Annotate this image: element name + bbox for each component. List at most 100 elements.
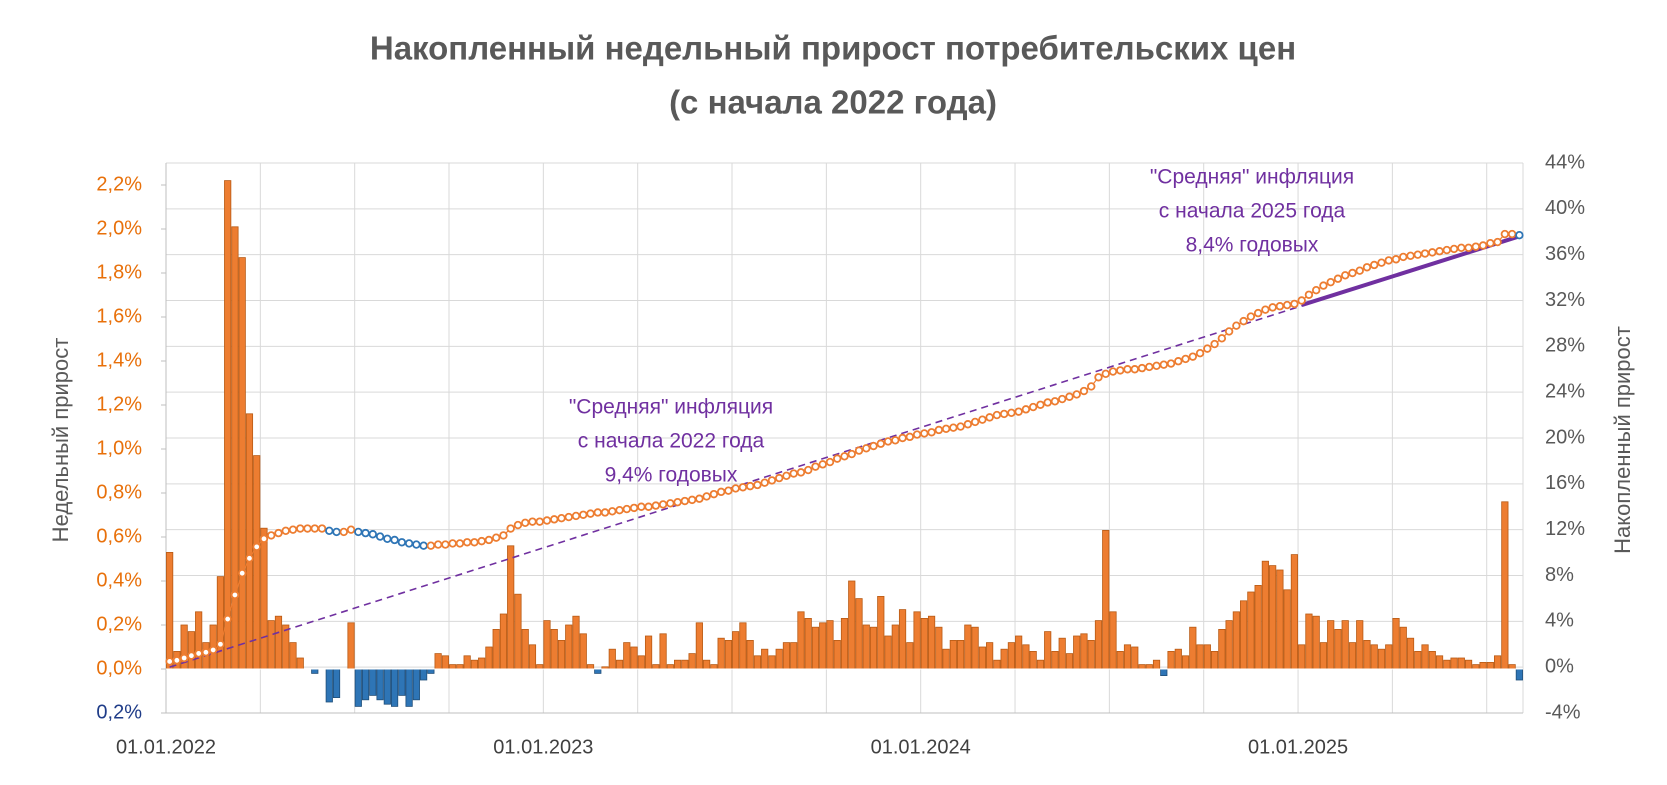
- bar: [820, 623, 826, 669]
- bar: [275, 616, 281, 669]
- bar: [972, 627, 978, 669]
- cumulative-point: [936, 427, 943, 434]
- cumulative-point: [740, 484, 747, 491]
- bar: [761, 649, 767, 669]
- bar: [464, 656, 470, 669]
- cumulative-point: [1182, 356, 1189, 363]
- bar: [312, 669, 318, 673]
- cumulative-point: [420, 542, 427, 549]
- cumulative-point: [1327, 279, 1334, 286]
- bar: [1306, 614, 1312, 669]
- bar: [537, 665, 543, 669]
- cumulative-point: [558, 515, 565, 522]
- cumulative-point: [464, 539, 471, 546]
- bar: [1146, 665, 1152, 669]
- cumulative-point: [319, 525, 326, 532]
- cumulative-point: [696, 495, 703, 502]
- cumulative-point: [326, 528, 333, 535]
- cumulative-point: [1516, 232, 1523, 239]
- bar: [914, 612, 920, 669]
- cumulative-point: [827, 459, 834, 466]
- bar: [863, 625, 869, 669]
- cumulative-point: [1465, 244, 1472, 251]
- bar: [834, 640, 840, 669]
- y-tick-label: 0,0%: [96, 657, 142, 679]
- y2-tick-label: 0%: [1545, 655, 1574, 677]
- bar: [791, 643, 797, 669]
- cumulative-point: [370, 531, 377, 538]
- cumulative-point: [1298, 297, 1305, 304]
- cumulative-point: [1313, 287, 1320, 294]
- bar: [449, 665, 455, 669]
- bar: [587, 665, 593, 669]
- annotation: с начала 2022 года: [578, 430, 765, 453]
- bar: [224, 181, 230, 669]
- cumulative-point: [449, 540, 456, 547]
- bar: [384, 669, 390, 704]
- bar: [1255, 585, 1261, 669]
- cumulative-point: [203, 649, 210, 656]
- y-tick-label: 0,2%: [96, 701, 142, 723]
- bar: [783, 643, 789, 669]
- cumulative-point: [253, 544, 260, 551]
- bar: [624, 643, 630, 669]
- annotation: "Средняя" инфляция: [1150, 166, 1354, 189]
- cumulative-point: [457, 540, 464, 547]
- cumulative-point: [348, 526, 355, 533]
- bar: [478, 658, 484, 669]
- cumulative-point: [1248, 313, 1255, 320]
- cumulative-point: [1044, 399, 1051, 406]
- bar: [1407, 638, 1413, 669]
- bar: [1175, 649, 1181, 669]
- cumulative-point: [1444, 247, 1451, 254]
- cumulative-point: [1146, 364, 1153, 371]
- cumulative-point: [1175, 358, 1182, 365]
- bar: [428, 669, 434, 673]
- cumulative-point: [515, 522, 522, 529]
- cumulative-point: [1284, 302, 1291, 309]
- cumulative-point: [1473, 243, 1480, 250]
- bar: [1161, 669, 1167, 676]
- bar: [1117, 651, 1123, 669]
- cumulative-point: [1015, 408, 1022, 415]
- cumulative-point: [166, 658, 173, 665]
- bar: [979, 647, 985, 669]
- cumulative-point: [1306, 291, 1313, 298]
- bar: [1480, 662, 1486, 669]
- cumulative-point: [1219, 335, 1226, 342]
- bar: [1444, 660, 1450, 669]
- bar: [703, 660, 709, 669]
- bar: [827, 621, 833, 669]
- y-tick-label: 2,2%: [96, 173, 142, 195]
- y-tick-label: 1,8%: [96, 261, 142, 283]
- bar: [442, 656, 448, 669]
- bar: [1269, 566, 1275, 669]
- bar: [297, 658, 303, 669]
- cumulative-point: [188, 652, 195, 659]
- bar: [1349, 643, 1355, 669]
- bar: [950, 640, 956, 669]
- cumulative-point: [1197, 350, 1204, 357]
- cumulative-point: [1262, 306, 1269, 313]
- y-tick-label: 0,4%: [96, 569, 142, 591]
- bar: [1502, 502, 1508, 669]
- bar: [1451, 658, 1457, 669]
- bar: [239, 258, 245, 669]
- bar: [1313, 616, 1319, 669]
- bar: [362, 669, 368, 700]
- bar: [1386, 645, 1392, 669]
- cumulative-point: [384, 536, 391, 543]
- bar: [1335, 629, 1341, 669]
- cumulative-point: [304, 525, 311, 532]
- bar: [529, 645, 535, 669]
- cumulative-point: [1436, 248, 1443, 255]
- cumulative-point: [907, 434, 914, 441]
- bar: [1037, 660, 1043, 669]
- bar: [420, 669, 426, 680]
- bar: [1153, 660, 1159, 669]
- y2-tick-label: 12%: [1545, 518, 1585, 540]
- bar: [1059, 638, 1065, 669]
- bar: [1248, 592, 1254, 669]
- cumulative-point: [435, 541, 442, 548]
- bar: [1015, 636, 1021, 669]
